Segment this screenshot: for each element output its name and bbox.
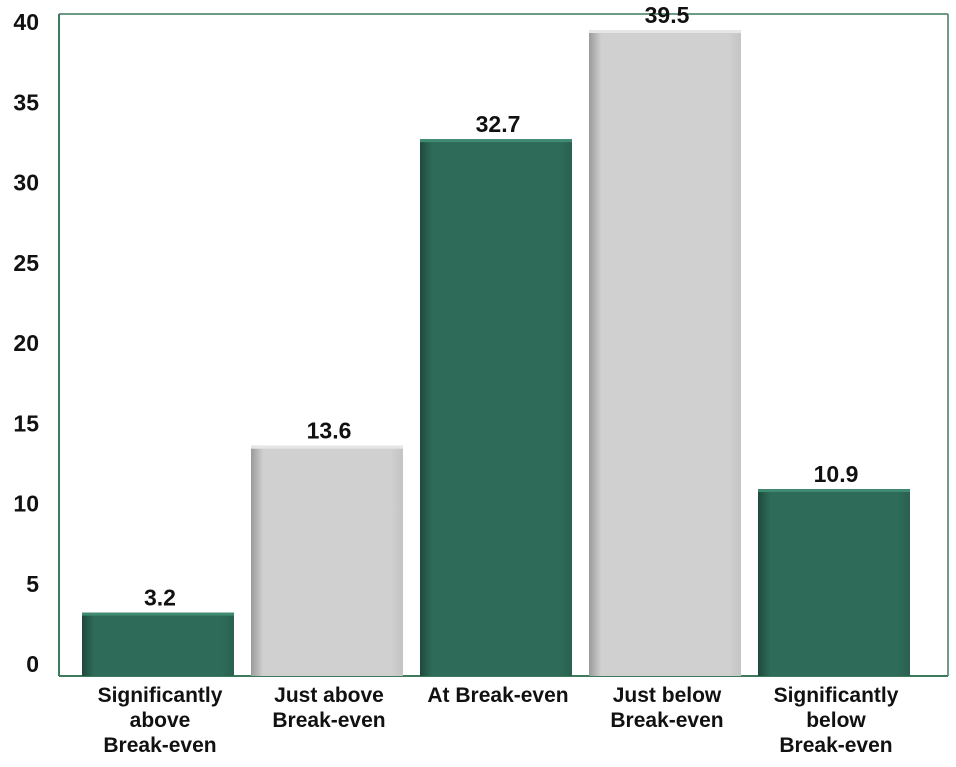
category-label-line: At Break-even	[427, 684, 568, 707]
category-label-line: Break-even	[103, 734, 216, 757]
bar-top-highlight	[251, 445, 403, 449]
bar-top-highlight	[589, 30, 741, 34]
category-label: At Break-even	[427, 684, 568, 707]
y-tick-label: 25	[13, 250, 39, 276]
y-tick-label: 30	[13, 170, 39, 196]
data-label: 39.5	[645, 2, 690, 28]
bar	[82, 612, 234, 676]
bar-top-highlight	[420, 139, 572, 143]
category-label: Significantly below Break-even	[774, 684, 899, 757]
y-tick-label: 5	[26, 571, 39, 597]
bar	[251, 445, 403, 676]
bar	[758, 489, 910, 676]
data-label: 13.6	[307, 418, 352, 444]
bar	[589, 30, 741, 676]
y-tick-label: 10	[13, 491, 39, 517]
y-axis-ticks: 0 5 10 15 20 25 30 35 40	[13, 9, 39, 677]
category-label: Just above Break-even	[272, 684, 385, 732]
bars-group	[82, 30, 910, 677]
bar-top-highlight	[758, 489, 910, 493]
data-label: 10.9	[814, 461, 859, 487]
category-label-line: below	[806, 709, 866, 732]
data-labels-group: 3.2 13.6 32.7 39.5 10.9	[144, 2, 858, 611]
category-label: Significantly above Break-even	[98, 684, 223, 757]
category-label-line: Significantly	[98, 684, 223, 707]
category-label-line: Just below	[613, 684, 722, 707]
y-tick-label: 40	[13, 9, 39, 35]
y-tick-label: 20	[13, 330, 39, 356]
category-label-line: Break-even	[779, 734, 892, 757]
data-label: 3.2	[144, 585, 176, 611]
y-tick-label: 15	[13, 410, 39, 436]
category-label-line: above	[130, 709, 191, 732]
category-label-line: Just above	[274, 684, 384, 707]
category-label: Just below Break-even	[610, 684, 723, 732]
y-tick-label: 0	[26, 651, 39, 677]
bar-top-highlight	[82, 612, 234, 616]
data-label: 32.7	[476, 111, 521, 137]
category-label-line: Break-even	[610, 709, 723, 732]
y-tick-label: 35	[13, 89, 39, 115]
category-label-line: Significantly	[774, 684, 899, 707]
category-label-line: Break-even	[272, 709, 385, 732]
bar	[420, 139, 572, 677]
